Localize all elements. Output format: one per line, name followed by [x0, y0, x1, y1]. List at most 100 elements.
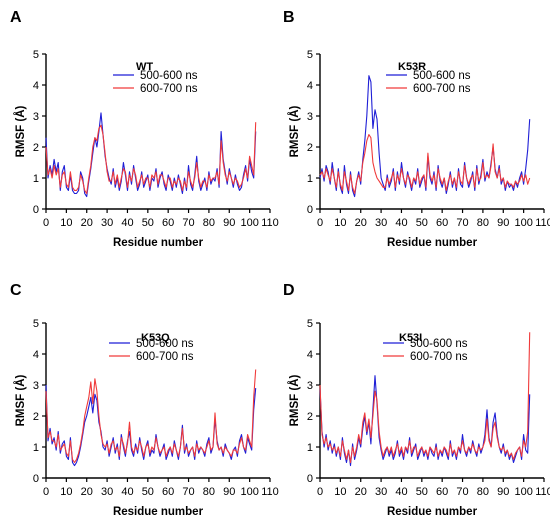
chart-title: K53R [398, 61, 426, 73]
x-tick-label: 80 [477, 217, 489, 229]
y-tick-label: 2 [33, 411, 39, 423]
legend-label: 600-700 ns [136, 351, 194, 363]
x-tick-label: 50 [142, 217, 154, 229]
x-tick-label: 0 [317, 486, 323, 498]
x-tick-label: 80 [203, 486, 215, 498]
y-tick-label: 4 [33, 80, 39, 92]
y-tick-label: 1 [33, 173, 39, 185]
x-tick-label: 40 [395, 486, 407, 498]
x-tick-label: 10 [334, 217, 346, 229]
x-tick-label: 30 [375, 217, 387, 229]
chart-title: K53I [399, 332, 422, 344]
x-tick-label: 0 [43, 486, 49, 498]
panel-letter: A [10, 9, 22, 26]
y-axis-title: RMSF (Å) [288, 105, 301, 157]
legend-label: 600-700 ns [410, 351, 468, 363]
x-tick-label: 110 [261, 486, 279, 498]
x-tick-label: 70 [456, 486, 468, 498]
y-tick-label: 2 [307, 142, 313, 154]
y-tick-label: 4 [33, 349, 39, 361]
x-tick-label: 100 [240, 486, 258, 498]
x-tick-label: 90 [223, 486, 235, 498]
y-tick-label: 3 [307, 111, 313, 123]
legend-label: 500-600 ns [413, 70, 471, 82]
y-tick-label: 4 [307, 349, 313, 361]
x-tick-label: 90 [497, 217, 509, 229]
x-axis-title: Residue number [387, 237, 478, 249]
y-tick-label: 1 [307, 442, 313, 454]
x-tick-label: 90 [497, 486, 509, 498]
x-tick-label: 110 [261, 217, 279, 229]
legend-label: 500-600 ns [140, 70, 198, 82]
y-tick-label: 4 [307, 80, 313, 92]
panel-letter: D [283, 282, 295, 299]
x-tick-label: 110 [535, 486, 550, 498]
x-tick-label: 100 [240, 217, 258, 229]
y-tick-label: 5 [33, 318, 39, 330]
legend-label: 500-600 ns [136, 338, 194, 350]
x-axis-title: Residue number [113, 506, 204, 518]
x-tick-label: 50 [416, 486, 428, 498]
y-tick-label: 5 [307, 318, 313, 330]
x-tick-label: 30 [375, 486, 387, 498]
panel-letter: B [283, 9, 295, 26]
x-tick-label: 100 [514, 486, 532, 498]
x-tick-label: 50 [142, 486, 154, 498]
x-tick-label: 70 [182, 217, 194, 229]
x-tick-label: 70 [456, 217, 468, 229]
x-tick-label: 50 [416, 217, 428, 229]
y-axis-title: RMSF (Å) [288, 374, 301, 426]
x-tick-label: 80 [203, 217, 215, 229]
x-tick-label: 20 [355, 486, 367, 498]
series-line-1 [45, 384, 257, 467]
x-tick-label: 60 [436, 486, 448, 498]
x-tick-label: 70 [182, 486, 194, 498]
x-tick-label: 80 [477, 486, 489, 498]
x-tick-label: 10 [60, 217, 72, 229]
y-tick-label: 5 [307, 49, 313, 61]
y-tick-label: 1 [307, 173, 313, 185]
series-line-2 [45, 369, 257, 464]
y-tick-label: 1 [33, 442, 39, 454]
x-tick-label: 40 [121, 486, 133, 498]
x-tick-label: 20 [81, 217, 93, 229]
y-tick-label: 3 [33, 380, 39, 392]
x-axis-title: Residue number [113, 237, 204, 249]
x-tick-label: 20 [81, 486, 93, 498]
series-line-2 [319, 134, 531, 195]
y-axis-title: RMSF (Å) [14, 105, 27, 157]
y-tick-label: 3 [307, 380, 313, 392]
y-axis-title: RMSF (Å) [14, 374, 27, 426]
y-tick-label: 0 [33, 473, 39, 485]
y-tick-label: 0 [307, 204, 313, 216]
x-tick-label: 60 [436, 217, 448, 229]
legend-label: 500-600 ns [410, 338, 468, 350]
x-tick-label: 40 [395, 217, 407, 229]
y-tick-label: 2 [307, 411, 313, 423]
series-line-2 [45, 122, 257, 195]
x-tick-label: 30 [101, 486, 113, 498]
x-tick-label: 90 [223, 217, 235, 229]
x-tick-label: 60 [162, 486, 174, 498]
x-tick-label: 20 [355, 217, 367, 229]
x-tick-label: 0 [317, 217, 323, 229]
y-tick-label: 3 [33, 111, 39, 123]
x-tick-label: 30 [101, 217, 113, 229]
chart-title: K53Q [141, 332, 170, 344]
series-line-1 [319, 375, 531, 467]
y-tick-label: 5 [33, 49, 39, 61]
x-tick-label: 10 [334, 486, 346, 498]
legend-label: 600-700 ns [140, 83, 198, 95]
x-tick-label: 110 [535, 217, 550, 229]
y-tick-label: 0 [307, 473, 313, 485]
y-tick-label: 2 [33, 142, 39, 154]
x-tick-label: 0 [43, 217, 49, 229]
series-line-2 [319, 332, 531, 464]
x-tick-label: 40 [121, 217, 133, 229]
x-tick-label: 60 [162, 217, 174, 229]
